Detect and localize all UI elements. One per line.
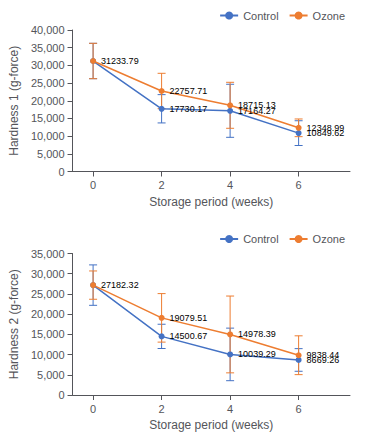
svg-text:Hardness 1 (g-force): Hardness 1 (g-force) xyxy=(7,46,21,156)
svg-text:Control: Control xyxy=(243,233,278,245)
svg-text:15,000: 15,000 xyxy=(31,328,65,340)
svg-text:10,000: 10,000 xyxy=(31,130,65,142)
svg-text:17730.17: 17730.17 xyxy=(170,104,208,114)
svg-text:0: 0 xyxy=(90,179,96,191)
svg-text:10849.62: 10849.62 xyxy=(306,128,345,139)
svg-text:2: 2 xyxy=(159,403,165,415)
svg-text:14500.67: 14500.67 xyxy=(170,331,208,341)
svg-text:4: 4 xyxy=(227,179,233,191)
svg-text:6: 6 xyxy=(296,179,302,191)
svg-text:17164.27: 17164.27 xyxy=(238,105,276,116)
svg-text:Storage period (weeks): Storage period (weeks) xyxy=(149,195,273,209)
svg-text:10,000: 10,000 xyxy=(31,349,65,361)
svg-text:22757.71: 22757.71 xyxy=(170,86,208,96)
svg-text:30,000: 30,000 xyxy=(31,268,65,280)
svg-text:2: 2 xyxy=(159,179,165,191)
svg-text:0: 0 xyxy=(58,166,64,178)
svg-text:10039.29: 10039.29 xyxy=(238,349,276,359)
svg-text:27182.32: 27182.32 xyxy=(101,280,139,290)
svg-text:18715.13: 18715.13 xyxy=(238,100,276,110)
svg-text:Ozone: Ozone xyxy=(313,233,345,245)
svg-text:14978.39: 14978.39 xyxy=(238,329,276,339)
svg-text:30,000: 30,000 xyxy=(31,59,65,71)
svg-text:31233.79: 31233.79 xyxy=(101,56,139,66)
svg-text:35,000: 35,000 xyxy=(31,42,65,54)
svg-text:4: 4 xyxy=(227,403,233,415)
svg-text:5,000: 5,000 xyxy=(37,148,65,160)
svg-text:0: 0 xyxy=(58,389,64,401)
svg-text:5,000: 5,000 xyxy=(37,369,65,381)
svg-text:20,000: 20,000 xyxy=(31,95,65,107)
svg-text:Hardness 2 (g-force): Hardness 2 (g-force) xyxy=(7,269,21,379)
svg-text:Storage period (weeks): Storage period (weeks) xyxy=(149,418,273,432)
svg-text:25,000: 25,000 xyxy=(31,77,65,89)
svg-text:20,000: 20,000 xyxy=(31,308,65,320)
svg-text:0: 0 xyxy=(90,403,96,415)
svg-text:9838.44: 9838.44 xyxy=(307,350,340,360)
svg-text:6: 6 xyxy=(296,403,302,415)
svg-text:25,000: 25,000 xyxy=(31,288,65,300)
svg-text:Ozone: Ozone xyxy=(313,10,345,22)
svg-text:Control: Control xyxy=(243,10,278,22)
svg-text:19079.51: 19079.51 xyxy=(170,313,208,323)
svg-text:35,000: 35,000 xyxy=(31,248,65,260)
svg-text:15,000: 15,000 xyxy=(31,112,65,124)
svg-text:40,000: 40,000 xyxy=(31,24,65,36)
svg-text:12348.99: 12348.99 xyxy=(307,123,345,133)
